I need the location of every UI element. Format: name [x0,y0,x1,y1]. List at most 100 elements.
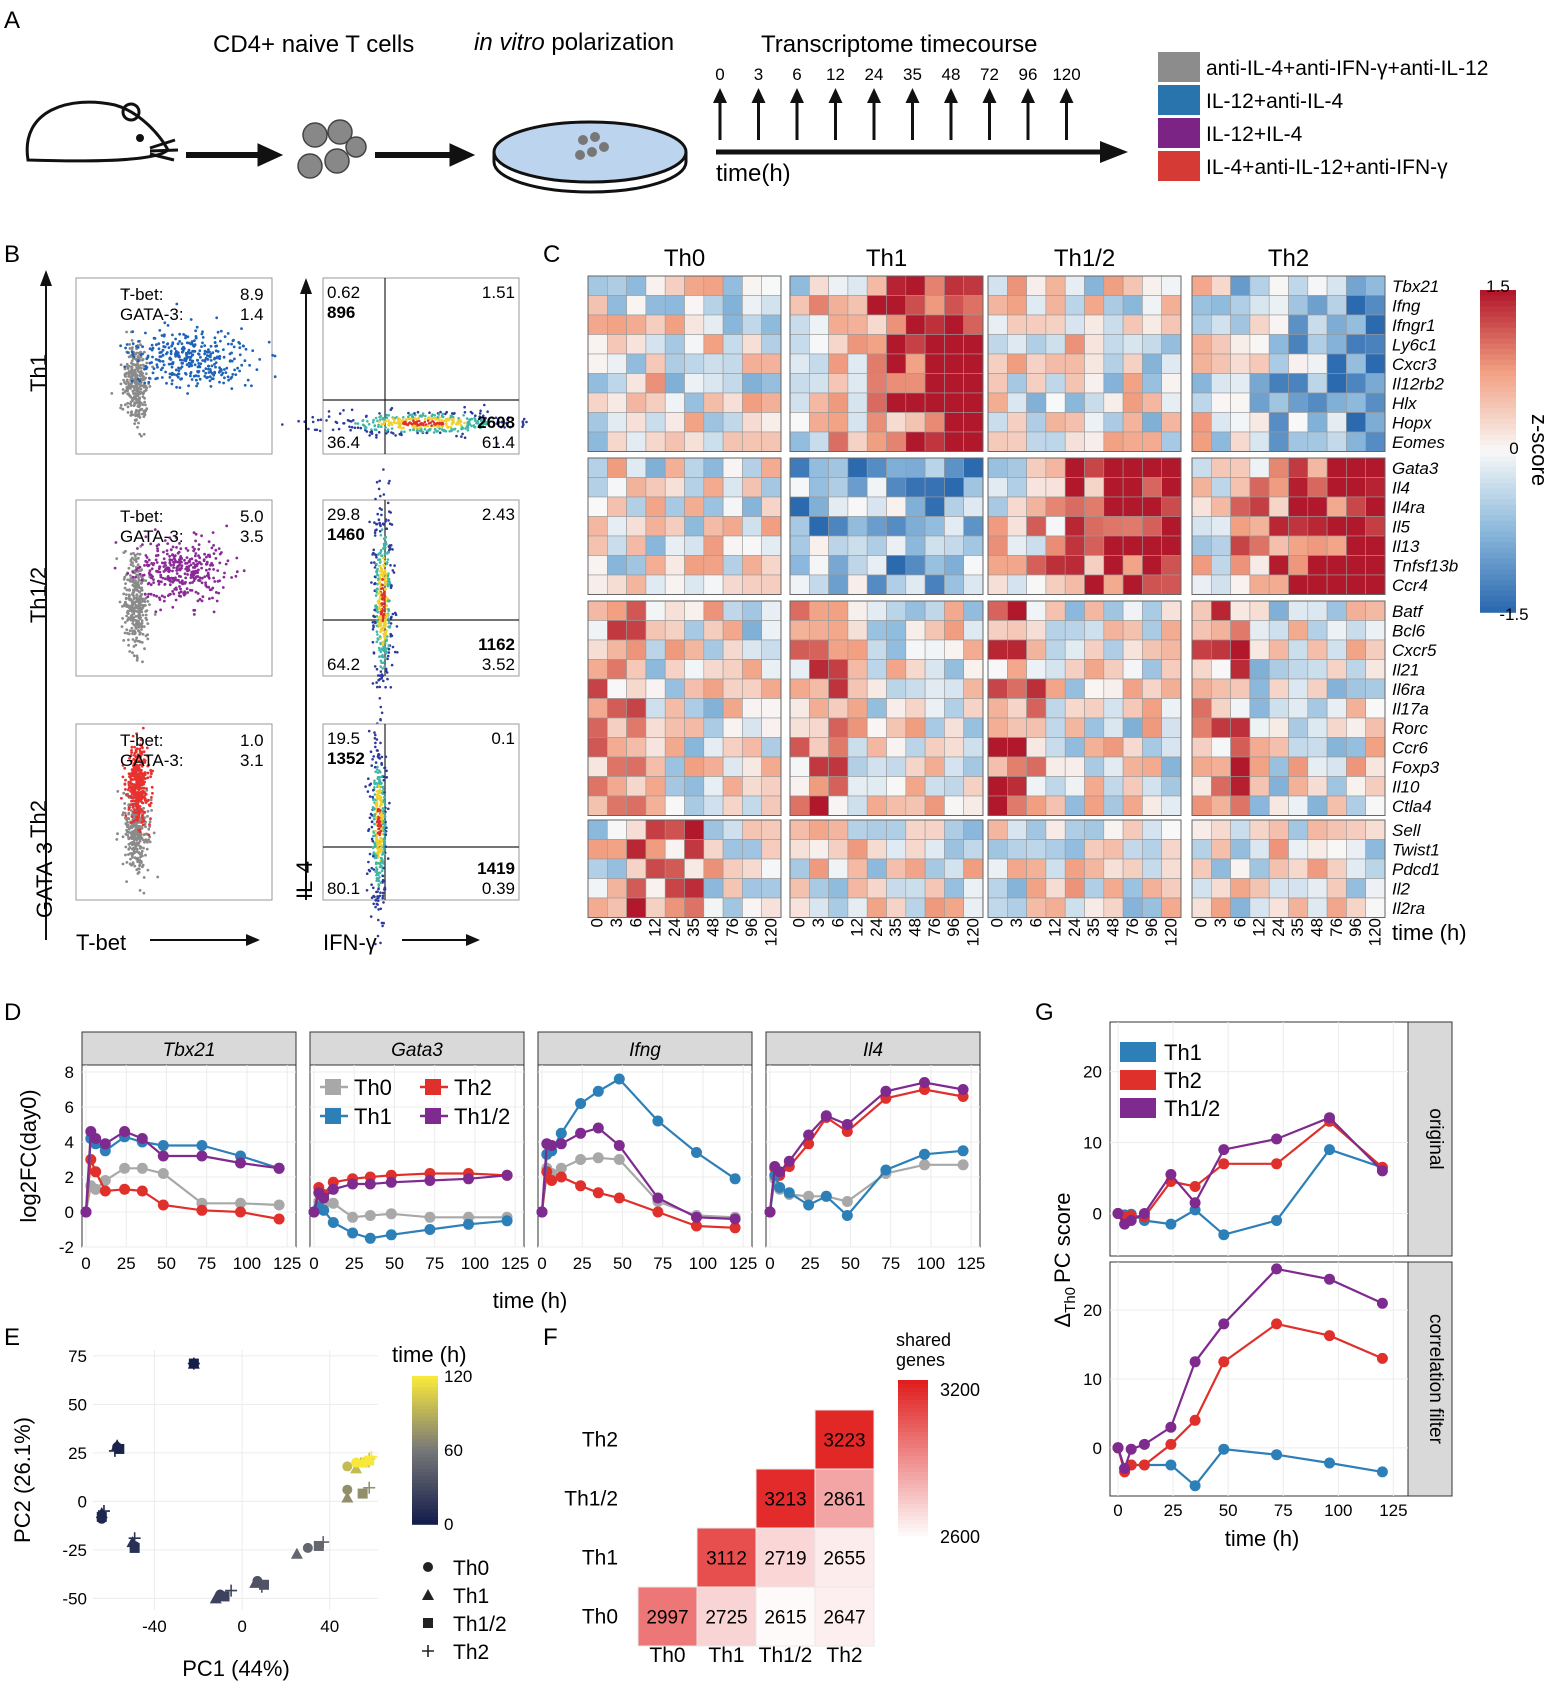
density-dot [387,644,390,647]
density-dot [374,766,377,769]
flow-dot-grey [110,392,113,395]
heatmap-cell [1104,738,1123,758]
heatmap-cell [723,354,742,374]
density-dot [375,874,378,877]
heatmap-cell [1027,458,1046,478]
density-dot [402,416,405,419]
heatmap-cell [742,757,761,777]
heatmap-cell [685,315,704,335]
series-point [100,1138,111,1149]
density-dot [370,813,373,816]
heatmap-cell [988,458,1007,478]
flow-dot-colored [143,787,146,790]
flow-dot-colored [166,351,169,354]
heatmap-cell [704,640,723,660]
heatmap-cell [1065,898,1084,918]
flow-dot-colored [167,324,170,327]
heatmap-cell [906,276,925,296]
heatmap-cell [1142,458,1161,478]
heatmap-cell [627,276,646,296]
flow-dot-colored [274,375,277,378]
density-dot [383,606,386,609]
colorbar-segment [1480,499,1516,505]
density-dot [391,427,394,430]
heatmap-cell [588,458,607,478]
heatmap-cell [944,640,963,660]
heatmap-group-title: Th0 [664,245,705,272]
heatmap-cell [1007,718,1026,738]
heatmap-cell [1269,840,1288,860]
density-dot [373,609,376,612]
heatmap-cell [887,796,906,816]
heatmap-cell [742,718,761,738]
heatmap-cell [829,432,848,452]
flow-dot-colored [168,363,171,366]
heatmap-cell [665,478,684,498]
heatmap-cell [1289,859,1308,879]
heatmap-cell [1231,458,1250,478]
heatmap-cell [829,315,848,335]
heatmap-cell [1231,432,1250,452]
heatmap-cell [1308,738,1327,758]
flow-dot-grey [142,364,145,367]
flow-dot-grey [141,408,144,411]
heatmap-gene-label: Ccr4 [1392,576,1428,595]
heatmap-cell [1346,413,1365,433]
heatmap-cell [1289,556,1308,576]
series-point [424,1212,435,1223]
density-dot [382,892,385,895]
density-dot [450,414,453,417]
heatmap-cell [790,859,809,879]
heatmap-cell [607,374,626,394]
heatmap-cell [1065,478,1084,498]
heatmap-cell [906,640,925,660]
flow-dot-colored [182,592,185,595]
heatmap-cell [1123,757,1142,777]
density-dot [374,742,377,745]
quadrant-bottom-left: 64.2 [327,655,360,674]
heatmap-cell [685,536,704,556]
heatmap-cell [1104,699,1123,719]
heatmap-cell [1250,556,1269,576]
flow-dot-colored [243,569,246,572]
heatmap-cell [762,820,781,840]
flow-dot-colored [179,359,182,362]
density-dot [403,430,406,433]
heatmap-cell [1162,621,1181,641]
flow-dot-colored [212,531,215,534]
heatmap-gene-label: Ifngr1 [1392,316,1435,335]
heatmap-cell [723,478,742,498]
heatmap-time-tick: 76 [1123,918,1142,937]
heatmap-cell [1346,354,1365,374]
heatmap-cell [1007,820,1026,840]
heatmap-cell [964,660,983,680]
density-dot [386,563,389,566]
flow-dot-grey [137,370,140,373]
flow-dot-grey [127,616,130,619]
density-dot [384,803,387,806]
heatmap-cell [607,621,626,641]
heatmap-cell [1327,517,1346,537]
heatmap-group-title: Th1 [866,245,907,272]
heatmap-cell [723,497,742,517]
density-dot [464,436,467,439]
heatmap-cell [1104,432,1123,452]
heatmap-cell [607,796,626,816]
flow-dot-colored [199,579,202,582]
heatmap-cell [1104,354,1123,374]
flow-dot-grey [146,815,149,818]
density-dot [377,900,380,903]
density-dot [378,420,381,423]
heatmap-cell [1269,757,1288,777]
heatmap-cell [665,296,684,316]
flow-dot-colored [135,345,138,348]
flow-dot-colored [178,356,181,359]
timepoint-arrowhead [790,88,804,103]
flow-dot-grey [131,375,134,378]
density-dot [384,823,387,826]
timepoint-arrowhead [713,88,727,103]
panel-label-b: B [4,241,20,268]
flow-dot-colored [213,358,216,361]
heatmap-cell [1046,335,1065,355]
